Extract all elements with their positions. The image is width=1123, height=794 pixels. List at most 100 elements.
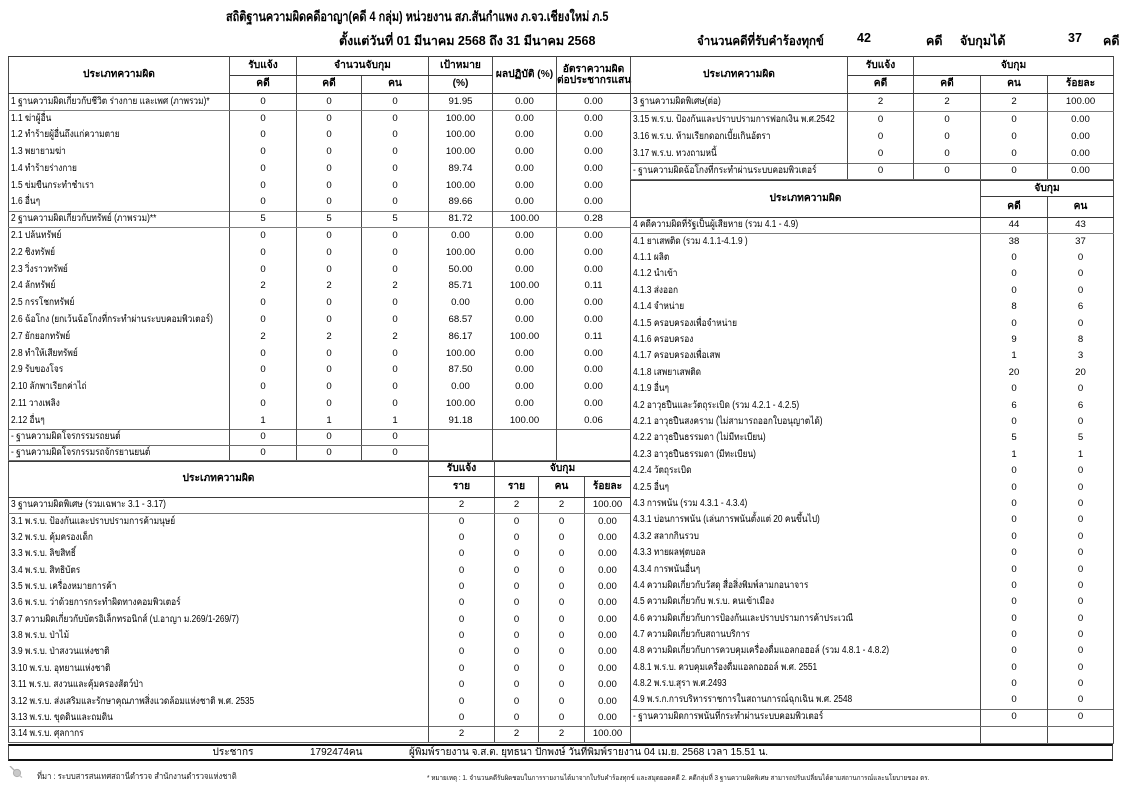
table-row: 1.4 ทำร้ายร่างกาย 0 0 0 89.74 0.00 0.00 — [8, 160, 632, 178]
cell-value: 0 — [360, 345, 430, 363]
offense-label: 4.1.2 นำเข้า — [630, 266, 981, 283]
cell-value: 9 — [980, 332, 1048, 349]
report-date-range: ตั้งแต่วันที่ 01 มีนาคม 2568 ถึง 31 มีนา… — [339, 34, 596, 48]
cell-value: 0.00 — [1046, 146, 1115, 164]
offense-label: 2.6 ฉ้อโกง (ยกเว้นฉ้อโกงที่กระทำผ่านระบบ… — [8, 311, 230, 329]
cell-value: 0 — [538, 578, 585, 596]
cell-value: 0.00 — [556, 379, 632, 396]
cell-value: 0 — [980, 250, 1048, 267]
cell-value: 1 — [980, 446, 1048, 464]
cell-value: 0 — [229, 295, 297, 312]
offense-label: 2.1 ปล้นทรัพย์ — [8, 227, 230, 245]
offense-label: 2.7 ยักยอกทรัพย์ — [8, 328, 230, 346]
cell-value: 0 — [1046, 512, 1115, 529]
cell-value: 0 — [1046, 315, 1115, 333]
table-row: 3.1 พ.ร.บ. ป้องกันและปราบปรามการค้ามนุษย… — [8, 513, 632, 530]
table-row: 2.1 ปล้นทรัพย์ 0 0 0 0.00 0.00 0.00 — [8, 227, 632, 245]
cell-value: 0 — [296, 143, 362, 161]
cell-value: 0.00 — [492, 295, 558, 312]
cell-value: 0 — [296, 127, 362, 144]
table-row: 3.3 พ.ร.บ. ลิขสิทธิ์ 0 0 0 0.00 — [8, 546, 632, 563]
cell-value: 0.00 — [428, 227, 494, 245]
cell-value: 0.00 — [556, 227, 632, 245]
cell-value: 0 — [428, 513, 495, 530]
table-row: 4.6 ความผิดเกี่ยวกับการป้องกันและปราบปรา… — [630, 610, 1115, 628]
cell-value: 1 — [980, 348, 1048, 365]
cell-value: 0 — [296, 362, 362, 380]
offense-label: - ฐานความผิดฉ้อโกงที่กระทำผ่านระบบคอมพิว… — [630, 162, 848, 181]
cell-value: 0 — [538, 595, 585, 612]
offense-label: 2 ฐานความผิดเกี่ยวกับทรัพย์ (ภาพรวม)** — [8, 210, 230, 229]
offense-label: 4.2.1 อาวุธปืนสงคราม (ไม่สามารถออกใบอนุญ… — [630, 414, 981, 431]
arrested-cases-unit: คดี — [1103, 34, 1120, 48]
cell-value: 0 — [913, 162, 981, 181]
offense-label: 4.3.4 การพนันอื่นๆ — [630, 561, 981, 578]
cell-value: 0.00 — [556, 177, 632, 195]
table-row: 4.1.4 จำหน่าย 8 6 — [630, 299, 1115, 316]
cell-value: 0 — [360, 127, 430, 144]
offense-label: 3.5 พ.ร.บ. เครื่องหมายการค้า — [8, 578, 429, 596]
offenses-table-right-top: ประเภทความผิด รับแจ้ง จับกุม คดี คดี คน … — [630, 56, 1115, 181]
cell-value: 0 — [428, 660, 495, 678]
cell-value: 0 — [428, 611, 495, 629]
cell-value: 0 — [980, 659, 1048, 677]
cell-value: 0 — [296, 379, 362, 396]
offenses-table-left-bottom: ประเภทความผิด รับแจ้ง จับกุม ราย ราย คน … — [8, 461, 632, 744]
cell-value: 0 — [360, 227, 430, 245]
cell-value: 0 — [360, 295, 430, 312]
cell-value: 0 — [980, 577, 1048, 595]
cell-value: 0.00 — [556, 110, 632, 128]
cell-value: 0 — [360, 244, 430, 262]
offense-label: 4.2.4 วัตถุระเบิด — [630, 463, 981, 480]
cell-value: 0.00 — [583, 546, 632, 563]
table-row: 4.8.1 พ.ร.บ. ควบคุมเครื่องดื่มแอลกอฮอล์ … — [630, 659, 1115, 677]
col-header-rate: อัตราความผิด ต่อประชากรแสน — [556, 56, 631, 94]
cell-value: 0 — [980, 381, 1048, 398]
cell-value: 0.28 — [556, 210, 632, 229]
table-row: 4.2 อาวุธปืนและวัตถุระเบิด (รวม 4.2.1 - … — [630, 397, 1115, 415]
cell-value: 2 — [229, 278, 297, 296]
cell-value: 0 — [1046, 463, 1115, 480]
cell-value: 0 — [980, 414, 1048, 431]
table-row: 4.8 ความผิดเกี่ยวกับการควบคุมเครื่องดื่ม… — [630, 643, 1115, 660]
table-row: 4.7 ความผิดเกี่ยวกับสถานบริการ 0 0 — [630, 627, 1115, 644]
offense-label: 2.10 ลักพาเรียกค่าไถ่ — [8, 379, 230, 396]
cell-value — [492, 428, 558, 462]
cell-value: 0 — [494, 693, 539, 711]
cell-value: 86.17 — [428, 328, 494, 346]
col-header-arrest: จับกุม — [979, 180, 1115, 198]
cell-value: 0 — [494, 562, 539, 579]
cell-value: 0 — [1046, 282, 1115, 300]
cell-value: 0 — [296, 177, 362, 195]
offense-label: 3.1 พ.ร.บ. ป้องกันและปราบปรามการค้ามนุษย… — [8, 513, 429, 530]
table-row: 4.2.5 อื่นๆ 0 0 — [630, 479, 1115, 497]
offense-label: 1.4 ทำร้ายร่างกาย — [8, 160, 230, 178]
cell-value: 0 — [229, 244, 297, 262]
table-row: 4.2.2 อาวุธปืนธรรมดา (ไม่มีทะเบียน) 5 5 — [630, 430, 1115, 447]
cell-value: 0.00 — [556, 93, 632, 111]
col-header-offense-type: ประเภทความผิด — [8, 461, 429, 498]
cell-value: 0.00 — [1046, 162, 1115, 181]
offense-label: 1 ฐานความผิดเกี่ยวกับชีวิต ร่างกาย และเพ… — [8, 93, 230, 111]
offense-label: 2.9 รับของโจร — [8, 362, 230, 380]
table-row: 2.9 รับของโจร 0 0 0 87.50 0.00 0.00 — [8, 362, 632, 380]
table-row: 4 คดีความผิดที่รัฐเป็นผู้เสียหาย (รวม 4.… — [630, 216, 1115, 235]
offense-label: 3.3 พ.ร.บ. ลิขสิทธิ์ — [8, 546, 429, 563]
cell-value: 0.00 — [492, 110, 558, 128]
cell-value: 0 — [494, 644, 539, 661]
offense-label: 3.10 พ.ร.บ. อุทยานแห่งชาติ — [8, 660, 429, 678]
offense-label: 3.11 พ.ร.บ. สงวนและคุ้มครองสัตว์ป่า — [8, 677, 429, 694]
cell-value: 0 — [847, 111, 914, 129]
cell-value: 100.00 — [492, 328, 558, 346]
population-row: ประชากร 1792474คน ผู้พิมพ์รายงาน จ.ส.ต. … — [8, 744, 1113, 761]
offense-label: 3.15 พ.ร.บ. ป้องกันและปราบปรามการฟอกเงิน… — [630, 111, 848, 129]
table-row: 2.11 วางเพลิง 0 0 0 100.00 0.00 0.00 — [8, 395, 632, 413]
table-row: 3.9 พ.ร.บ. ป่าสงวนแห่งชาติ 0 0 0 0.00 — [8, 644, 632, 661]
cell-value: 0 — [229, 379, 297, 396]
cell-value: 0 — [229, 177, 297, 195]
offense-label: 3 ฐานความผิดพิเศษ (รวมเฉพาะ 3.1 - 3.17) — [8, 496, 429, 514]
cell-value: 0.00 — [583, 611, 632, 629]
cell-value: 0 — [428, 546, 495, 563]
cell-value: 0 — [296, 261, 362, 279]
